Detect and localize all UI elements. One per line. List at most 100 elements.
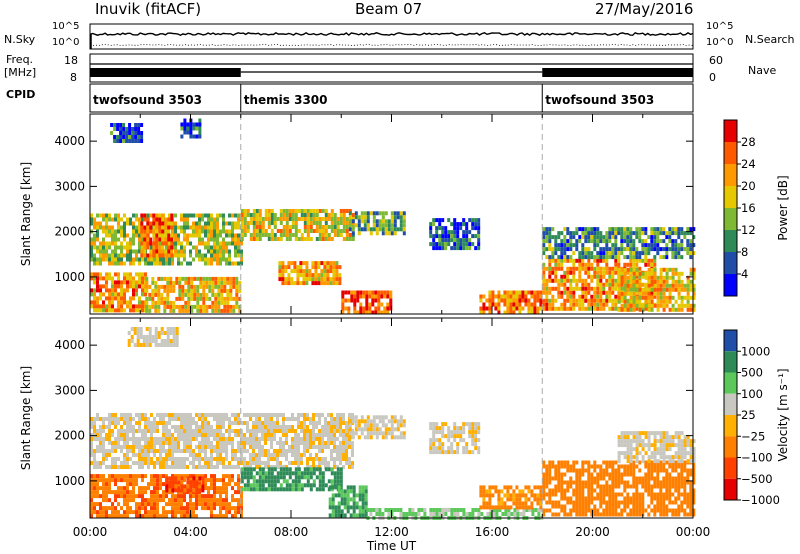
heatmap-cell: [276, 217, 280, 221]
heatmap-cell: [482, 501, 486, 506]
heatmap-cell: [174, 506, 177, 511]
heatmap-cell: [138, 296, 141, 301]
heatmap-cell: [282, 429, 285, 433]
heatmap-cell: [204, 213, 207, 218]
heatmap-cell: [198, 126, 202, 131]
heatmap-cell: [361, 509, 365, 514]
heatmap-cell: [198, 445, 201, 449]
heatmap-cell: [201, 253, 204, 258]
colorbar-tick-label: 4: [741, 267, 748, 281]
heatmap-cell: [554, 270, 558, 275]
heatmap-cell: [171, 441, 174, 445]
heatmap-cell: [318, 465, 321, 469]
heatmap-cell: [340, 513, 344, 518]
heatmap-cell: [150, 425, 153, 429]
heatmap-cell: [226, 292, 230, 297]
heatmap-cell: [572, 306, 576, 311]
heatmap-cell: [155, 217, 159, 222]
heatmap-cell: [506, 298, 510, 303]
heatmap-cell: [328, 505, 332, 510]
heatmap-cell: [617, 283, 621, 288]
heatmap-cell: [435, 426, 439, 431]
heatmap-cell: [662, 255, 666, 260]
heatmap-cell: [214, 280, 218, 285]
heatmap-cell: [572, 298, 576, 303]
heatmap-cell: [686, 243, 690, 248]
heatmap-cell: [132, 437, 135, 441]
heatmap-cell: [330, 449, 333, 453]
heatmap-cell: [503, 501, 507, 506]
heatmap-cell: [147, 445, 150, 449]
heatmap-cell: [148, 304, 152, 309]
heatmap-cell: [163, 284, 167, 289]
heatmap-cell: [497, 294, 501, 299]
heatmap-cell: [492, 508, 496, 512]
heatmap-cell: [614, 255, 618, 260]
heatmap-cell: [258, 213, 262, 217]
heatmap-cell: [219, 417, 222, 421]
heatmap-cell: [626, 283, 630, 288]
heatmap-cell: [668, 267, 672, 272]
heatmap-cell: [228, 510, 231, 515]
heatmap-cell: [204, 494, 207, 499]
heatmap-cell: [195, 474, 198, 479]
heatmap-cell: [680, 271, 684, 276]
heatmap-cell: [270, 425, 273, 429]
heatmap-cell: [417, 508, 421, 512]
heatmap-cell: [96, 257, 99, 262]
heatmap-cell: [279, 429, 282, 433]
heatmap-cell: [542, 460, 546, 465]
heatmap-cell: [163, 300, 167, 305]
heatmap-cell: [324, 209, 328, 213]
heatmap-cell: [219, 510, 222, 515]
heatmap-cell: [237, 213, 240, 218]
heatmap-cell: [596, 306, 600, 311]
heatmap-cell: [177, 241, 180, 246]
heatmap-cell: [285, 225, 289, 229]
heatmap-cell: [339, 221, 343, 225]
heatmap-cell: [267, 461, 270, 465]
heatmap-cell: [240, 429, 243, 433]
heatmap-cell: [171, 261, 174, 266]
heatmap-cell: [479, 294, 483, 299]
heatmap-cell: [157, 300, 161, 305]
heatmap-cell: [345, 217, 349, 221]
heatmap-cell: [204, 465, 207, 469]
heatmap-cell: [159, 486, 162, 491]
heatmap-cell: [165, 425, 168, 429]
heatmap-cell: [331, 497, 335, 502]
heatmap-cell: [132, 288, 135, 293]
heatmap-cell: [166, 280, 170, 285]
heatmap-cell: [189, 213, 192, 218]
heatmap-cell: [278, 273, 282, 278]
heatmap-cell: [240, 514, 243, 519]
heatmap-cell: [170, 249, 174, 254]
heatmap-cell: [222, 457, 225, 461]
heatmap-cell: [246, 421, 249, 425]
heatmap-cell: [336, 417, 339, 421]
heatmap-cell: [105, 433, 108, 437]
heatmap-cell: [123, 514, 126, 519]
heatmap-cell: [351, 461, 354, 465]
heatmap-cell: [329, 269, 333, 274]
heatmap-cell: [132, 441, 135, 445]
heatmap-cell: [315, 467, 319, 472]
heatmap-cell: [689, 295, 693, 300]
heatmap-cell: [210, 441, 213, 445]
heatmap-cell: [181, 308, 185, 313]
heatmap-cell: [372, 219, 376, 224]
heatmap-cell: [234, 457, 237, 461]
heatmap-cell: [393, 223, 397, 228]
heatmap-cell: [279, 483, 283, 488]
heatmap-cell: [354, 223, 358, 228]
heatmap-cell: [557, 255, 561, 260]
heatmap-cell: [102, 237, 105, 242]
heatmap-cell: [641, 307, 645, 312]
heatmap-cell: [423, 508, 427, 512]
heatmap-cell: [105, 213, 108, 218]
heatmap-cell: [99, 514, 102, 519]
heatmap-cell: [324, 233, 328, 237]
colorbar-swatch: [724, 120, 737, 142]
heatmap-cell: [393, 419, 397, 424]
heatmap-cell: [126, 425, 129, 429]
